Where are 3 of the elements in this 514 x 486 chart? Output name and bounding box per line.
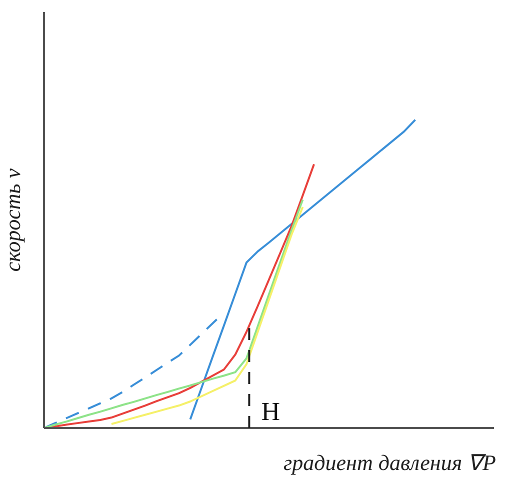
y-axis-title: скорость v (0, 168, 25, 272)
x-axis-title: градиент давления ∇P (284, 450, 496, 475)
annotation: H (261, 397, 280, 426)
